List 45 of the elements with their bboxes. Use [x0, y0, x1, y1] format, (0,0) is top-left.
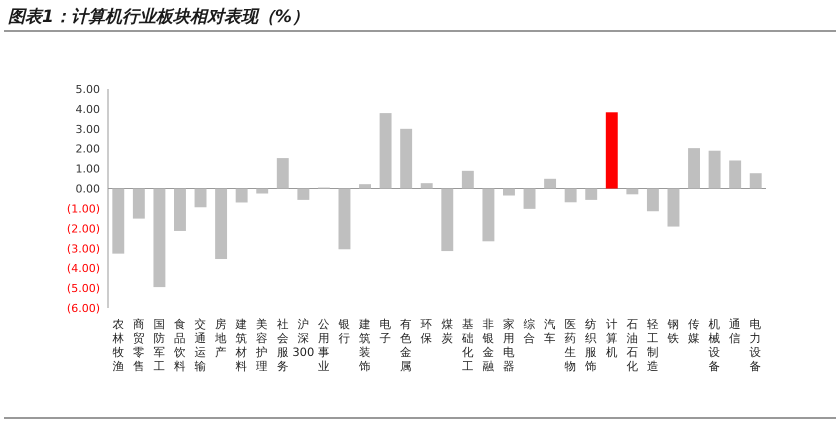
x-tick-label: 食品饮料 — [172, 317, 186, 373]
y-tick-label: 4.00 — [76, 102, 100, 116]
y-tick-label: 5.00 — [76, 83, 100, 96]
x-tick-label: 建筑装饰 — [358, 317, 372, 373]
y-tick-label: 3.00 — [76, 122, 100, 136]
x-tick-label: 银行 — [337, 317, 350, 345]
y-tick-label: 0.00 — [76, 182, 100, 196]
x-tick-label: 基础化工 — [460, 317, 474, 373]
x-tick-label: 轻工制造 — [646, 317, 659, 373]
x-tick-label: 机械设备 — [708, 317, 721, 373]
y-tick-label: (4.00) — [66, 262, 100, 276]
x-tick-label: 通信 — [729, 317, 742, 345]
x-tick-label: 电力设备 — [750, 317, 762, 373]
x-tick-label: 汽车 — [544, 317, 556, 345]
x-tick-label: 非银金融 — [481, 317, 494, 373]
x-tick-label: 煤炭 — [441, 317, 454, 345]
x-tick-label: 环保 — [420, 317, 433, 345]
x-tick-label: 公用事业 — [318, 317, 330, 373]
y-tick-label: (5.00) — [66, 282, 100, 296]
x-tick-label: 农林牧渔 — [111, 317, 124, 373]
x-tick-label: 计算机 — [606, 317, 618, 359]
y-tick-label: 1.00 — [76, 162, 100, 176]
x-tick-label: 医药生物 — [564, 317, 577, 373]
x-tick-label: 沪深300 — [292, 317, 314, 359]
y-tick-label: (1.00) — [66, 202, 100, 216]
x-tick-label: 商贸零售 — [132, 317, 145, 373]
x-tick-label: 美容护理 — [255, 317, 268, 373]
y-tick-label: (6.00) — [66, 302, 100, 315]
x-tick-label: 石油石化 — [626, 317, 638, 373]
x-tick-label: 国防军工 — [153, 317, 166, 373]
x-tick-label: 房地产 — [214, 317, 228, 359]
x-tick-label: 交通运输 — [194, 317, 207, 373]
x-tick-label: 有色金属 — [400, 317, 412, 373]
x-tick-label: 电子 — [380, 317, 392, 345]
x-tick-label: 建筑材料 — [234, 317, 248, 373]
chart-title: 图表1：计算机行业板块相对表现（%） — [8, 7, 309, 27]
y-tick-label: 2.00 — [76, 142, 100, 156]
y-tick-label: (3.00) — [66, 242, 100, 256]
x-tick-label: 纺织服饰 — [584, 317, 598, 373]
x-tick-label: 社会服务 — [276, 317, 289, 373]
x-tick-label: 综合 — [524, 317, 536, 345]
x-tick-label: 家用电器 — [502, 317, 515, 373]
y-tick-label: (2.00) — [66, 222, 100, 236]
x-tick-label: 传媒 — [688, 317, 700, 345]
x-tick-label: 钢铁 — [666, 317, 680, 345]
